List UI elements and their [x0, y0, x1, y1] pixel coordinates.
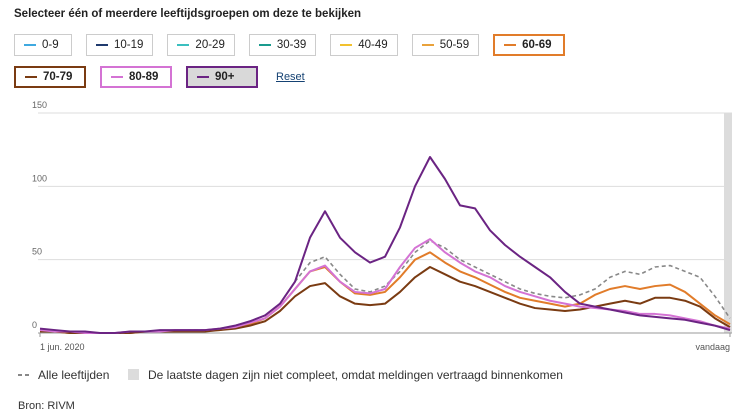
y-tick-label: 50 — [32, 247, 42, 257]
age-group-button[interactable]: 90+ — [186, 66, 258, 88]
button-swatch — [340, 44, 353, 46]
reset-link[interactable]: Reset — [276, 71, 305, 83]
button-swatch — [24, 44, 36, 46]
series-line — [40, 266, 731, 334]
age-group-button[interactable]: 40-49 — [330, 34, 398, 56]
button-label: 40-49 — [358, 39, 388, 51]
age-group-button[interactable]: 30-39 — [248, 34, 317, 56]
age-group-button[interactable]: 0-9 — [14, 34, 72, 56]
button-label: 80-89 — [129, 71, 159, 83]
y-tick-label: 0 — [32, 320, 37, 330]
button-label: 90+ — [215, 71, 235, 83]
button-label: 60-69 — [522, 39, 552, 51]
series-line — [39, 156, 731, 334]
button-swatch — [421, 44, 434, 46]
button-swatch — [197, 76, 209, 78]
button-swatch — [504, 44, 517, 46]
button-swatch — [258, 44, 271, 46]
title: Selecteer één of meerdere leeftijdsgroep… — [14, 8, 362, 20]
y-tick-label: 150 — [32, 100, 47, 110]
button-label: 20-29 — [195, 39, 225, 51]
series-line — [40, 251, 731, 334]
legend-incomplete-label: De laatste dagen zijn niet compleet, omd… — [148, 368, 563, 382]
age-group-button[interactable]: 80-89 — [100, 66, 172, 88]
age-group-button[interactable]: 10-19 — [86, 34, 154, 56]
source: Bron: RIVM — [18, 400, 75, 412]
incomplete-region — [724, 113, 732, 333]
x-tick-label: 1 jun. 2020 — [40, 342, 85, 352]
age-group-button[interactable]: 60-69 — [493, 34, 566, 56]
button-label: 70-79 — [43, 71, 73, 83]
button-swatch — [96, 44, 108, 46]
button-swatch — [177, 44, 190, 46]
button-label: 0-9 — [42, 39, 59, 51]
x-tick-label: vandaag — [695, 342, 730, 352]
age-group-buttons: 0-9 10-19 20-29 30-39 40-49 50-59 60-69 70-79 80… — [14, 34, 634, 88]
legend-incomplete-swatch — [128, 369, 139, 380]
y-tick-label: 100 — [32, 173, 47, 183]
button-label: 10-19 — [114, 39, 144, 51]
legend-label: Alle leeftijden — [38, 368, 109, 382]
button-swatch — [25, 76, 37, 78]
button-label: 50-59 — [439, 39, 470, 51]
age-group-button[interactable]: 50-59 — [411, 34, 480, 56]
button-label: 30-39 — [276, 39, 307, 51]
button-swatch — [111, 76, 123, 78]
age-group-button[interactable]: 70-79 — [14, 66, 86, 88]
age-group-button[interactable]: 20-29 — [167, 34, 235, 56]
